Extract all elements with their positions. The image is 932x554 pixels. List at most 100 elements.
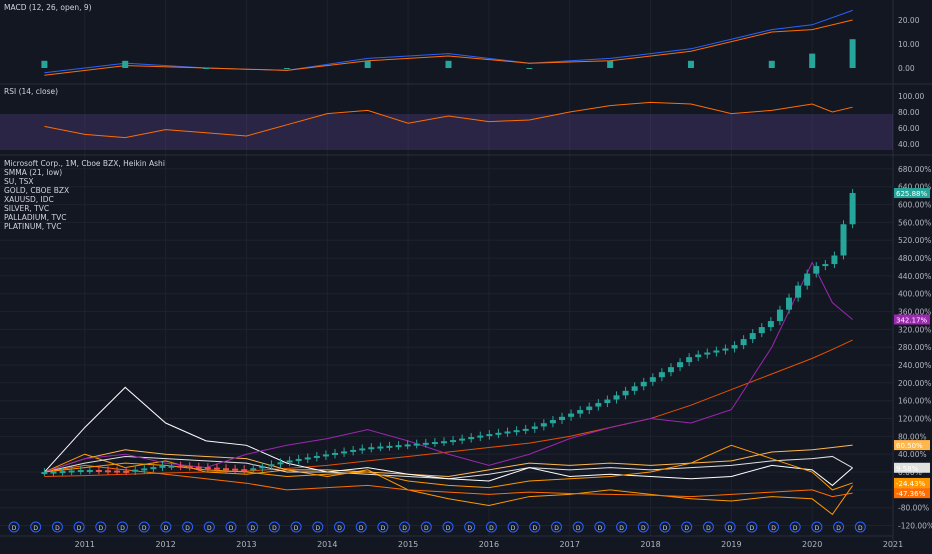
y-tick-label: -120.00% xyxy=(898,522,932,531)
y-tick-label: 200.00% xyxy=(898,379,931,388)
candle xyxy=(468,437,475,440)
macd-tick-label: 20.00 xyxy=(898,16,920,25)
x-tick-label: 2017 xyxy=(560,540,580,549)
candle xyxy=(286,460,293,463)
candle xyxy=(722,348,729,351)
legend-su[interactable]: SU, TSX xyxy=(4,177,34,186)
last-value-label: 625.88% xyxy=(896,190,927,198)
dividend-marker-label: D xyxy=(749,525,754,532)
candle xyxy=(459,438,466,441)
legend-silver[interactable]: SILVER, TVC xyxy=(4,204,50,213)
legend-platinum[interactable]: PLATINUM, TVC xyxy=(4,222,62,231)
dividend-marker-circle xyxy=(464,521,476,533)
dividend-marker-label: D xyxy=(33,525,38,532)
dividend-marker-circle xyxy=(312,521,324,533)
dividend-marker-circle xyxy=(290,521,302,533)
last-value-label: -47.36% xyxy=(896,490,926,498)
macd-histogram-bar xyxy=(849,39,856,68)
rsi-title: RSI (14, close) xyxy=(4,87,59,96)
candle xyxy=(141,468,148,471)
legend-palladium[interactable]: PALLADIUM, TVC xyxy=(4,213,67,222)
macd-histogram-bar xyxy=(445,60,452,68)
series-line xyxy=(44,444,853,478)
candle xyxy=(540,423,547,427)
last-value-badge xyxy=(894,462,930,473)
dividend-marker-circle xyxy=(594,521,606,533)
candle xyxy=(513,430,520,433)
y-tick-label: 560.00% xyxy=(898,218,931,227)
last-value-badge xyxy=(894,314,930,325)
candle xyxy=(95,469,102,472)
rsi-tick-label: 80.00 xyxy=(898,108,920,117)
dividend-marker-circle xyxy=(160,521,172,533)
candle xyxy=(77,470,84,473)
candle xyxy=(495,432,502,435)
dividend-marker-circle xyxy=(225,521,237,533)
dividend-marker-circle xyxy=(529,521,541,533)
dividend-marker-circle xyxy=(854,521,866,533)
candle xyxy=(477,435,484,438)
candle xyxy=(731,345,738,349)
candle xyxy=(177,465,184,468)
candle xyxy=(640,381,647,387)
macd-histogram-bar xyxy=(122,60,129,68)
macd-histogram-bar xyxy=(768,60,775,68)
dividend-marker-circle xyxy=(551,521,562,533)
dividend-marker-circle xyxy=(507,521,519,533)
dividend-marker-circle xyxy=(95,521,107,533)
rsi-tick-label: 100.00 xyxy=(898,92,924,101)
dividend-marker-label: D xyxy=(641,525,646,532)
series-line xyxy=(44,261,853,473)
dividend-marker-label: D xyxy=(532,525,537,532)
candle xyxy=(677,362,684,368)
dividend-marker-label: D xyxy=(315,525,320,532)
dividend-marker-circle xyxy=(73,521,85,533)
dividend-marker-label: D xyxy=(185,525,190,532)
x-tick-label: 2012 xyxy=(155,540,175,549)
candle xyxy=(595,403,602,407)
y-tick-label: 440.00% xyxy=(898,272,931,281)
candle xyxy=(250,468,257,471)
y-tick-label: 40.00% xyxy=(898,450,927,459)
candle xyxy=(695,354,702,358)
dividend-marker-label: D xyxy=(424,525,429,532)
candle xyxy=(486,434,493,437)
candle xyxy=(749,333,756,340)
candle xyxy=(804,273,811,286)
dividend-marker-label: D xyxy=(619,525,624,532)
dividend-marker-circle xyxy=(442,521,454,533)
candle xyxy=(604,399,611,404)
dividend-marker-label: D xyxy=(706,525,711,532)
dividend-marker-circle xyxy=(138,521,150,533)
dividend-marker-label: D xyxy=(55,525,60,532)
dividend-marker-label: D xyxy=(858,525,863,532)
last-value-labels: 625.88%-30.24%60.50%9.58%342.17%-47.36%-… xyxy=(894,188,930,499)
candle xyxy=(613,395,620,400)
candle xyxy=(431,442,438,445)
dividend-marker-label: D xyxy=(554,525,559,532)
candle xyxy=(322,454,329,457)
macd-tick-label: 10.00 xyxy=(898,40,920,49)
candle xyxy=(368,447,375,450)
x-tick-label: 2011 xyxy=(75,540,95,549)
candle xyxy=(849,193,856,225)
dividend-marker-circle xyxy=(30,521,42,533)
dividend-marker-circle xyxy=(702,521,714,533)
candle xyxy=(504,431,511,434)
dividend-marker-circle xyxy=(117,521,128,533)
legend-smma[interactable]: SMMA (21, low) xyxy=(4,168,63,177)
candle xyxy=(704,352,711,355)
legend-xauusd[interactable]: XAUUSD, IDC xyxy=(4,195,54,204)
dividend-marker-circle xyxy=(399,521,411,533)
candle xyxy=(713,350,720,353)
series-line xyxy=(44,339,853,478)
y-tick-label: 360.00% xyxy=(898,308,931,317)
dividend-marker-label: D xyxy=(98,525,103,532)
rsi-tick-label: 60.00 xyxy=(898,124,920,133)
dividend-marker-label: D xyxy=(511,525,516,532)
dividend-marker-circle xyxy=(334,521,345,533)
legend-gold[interactable]: GOLD, CBOE BZX xyxy=(4,186,70,195)
